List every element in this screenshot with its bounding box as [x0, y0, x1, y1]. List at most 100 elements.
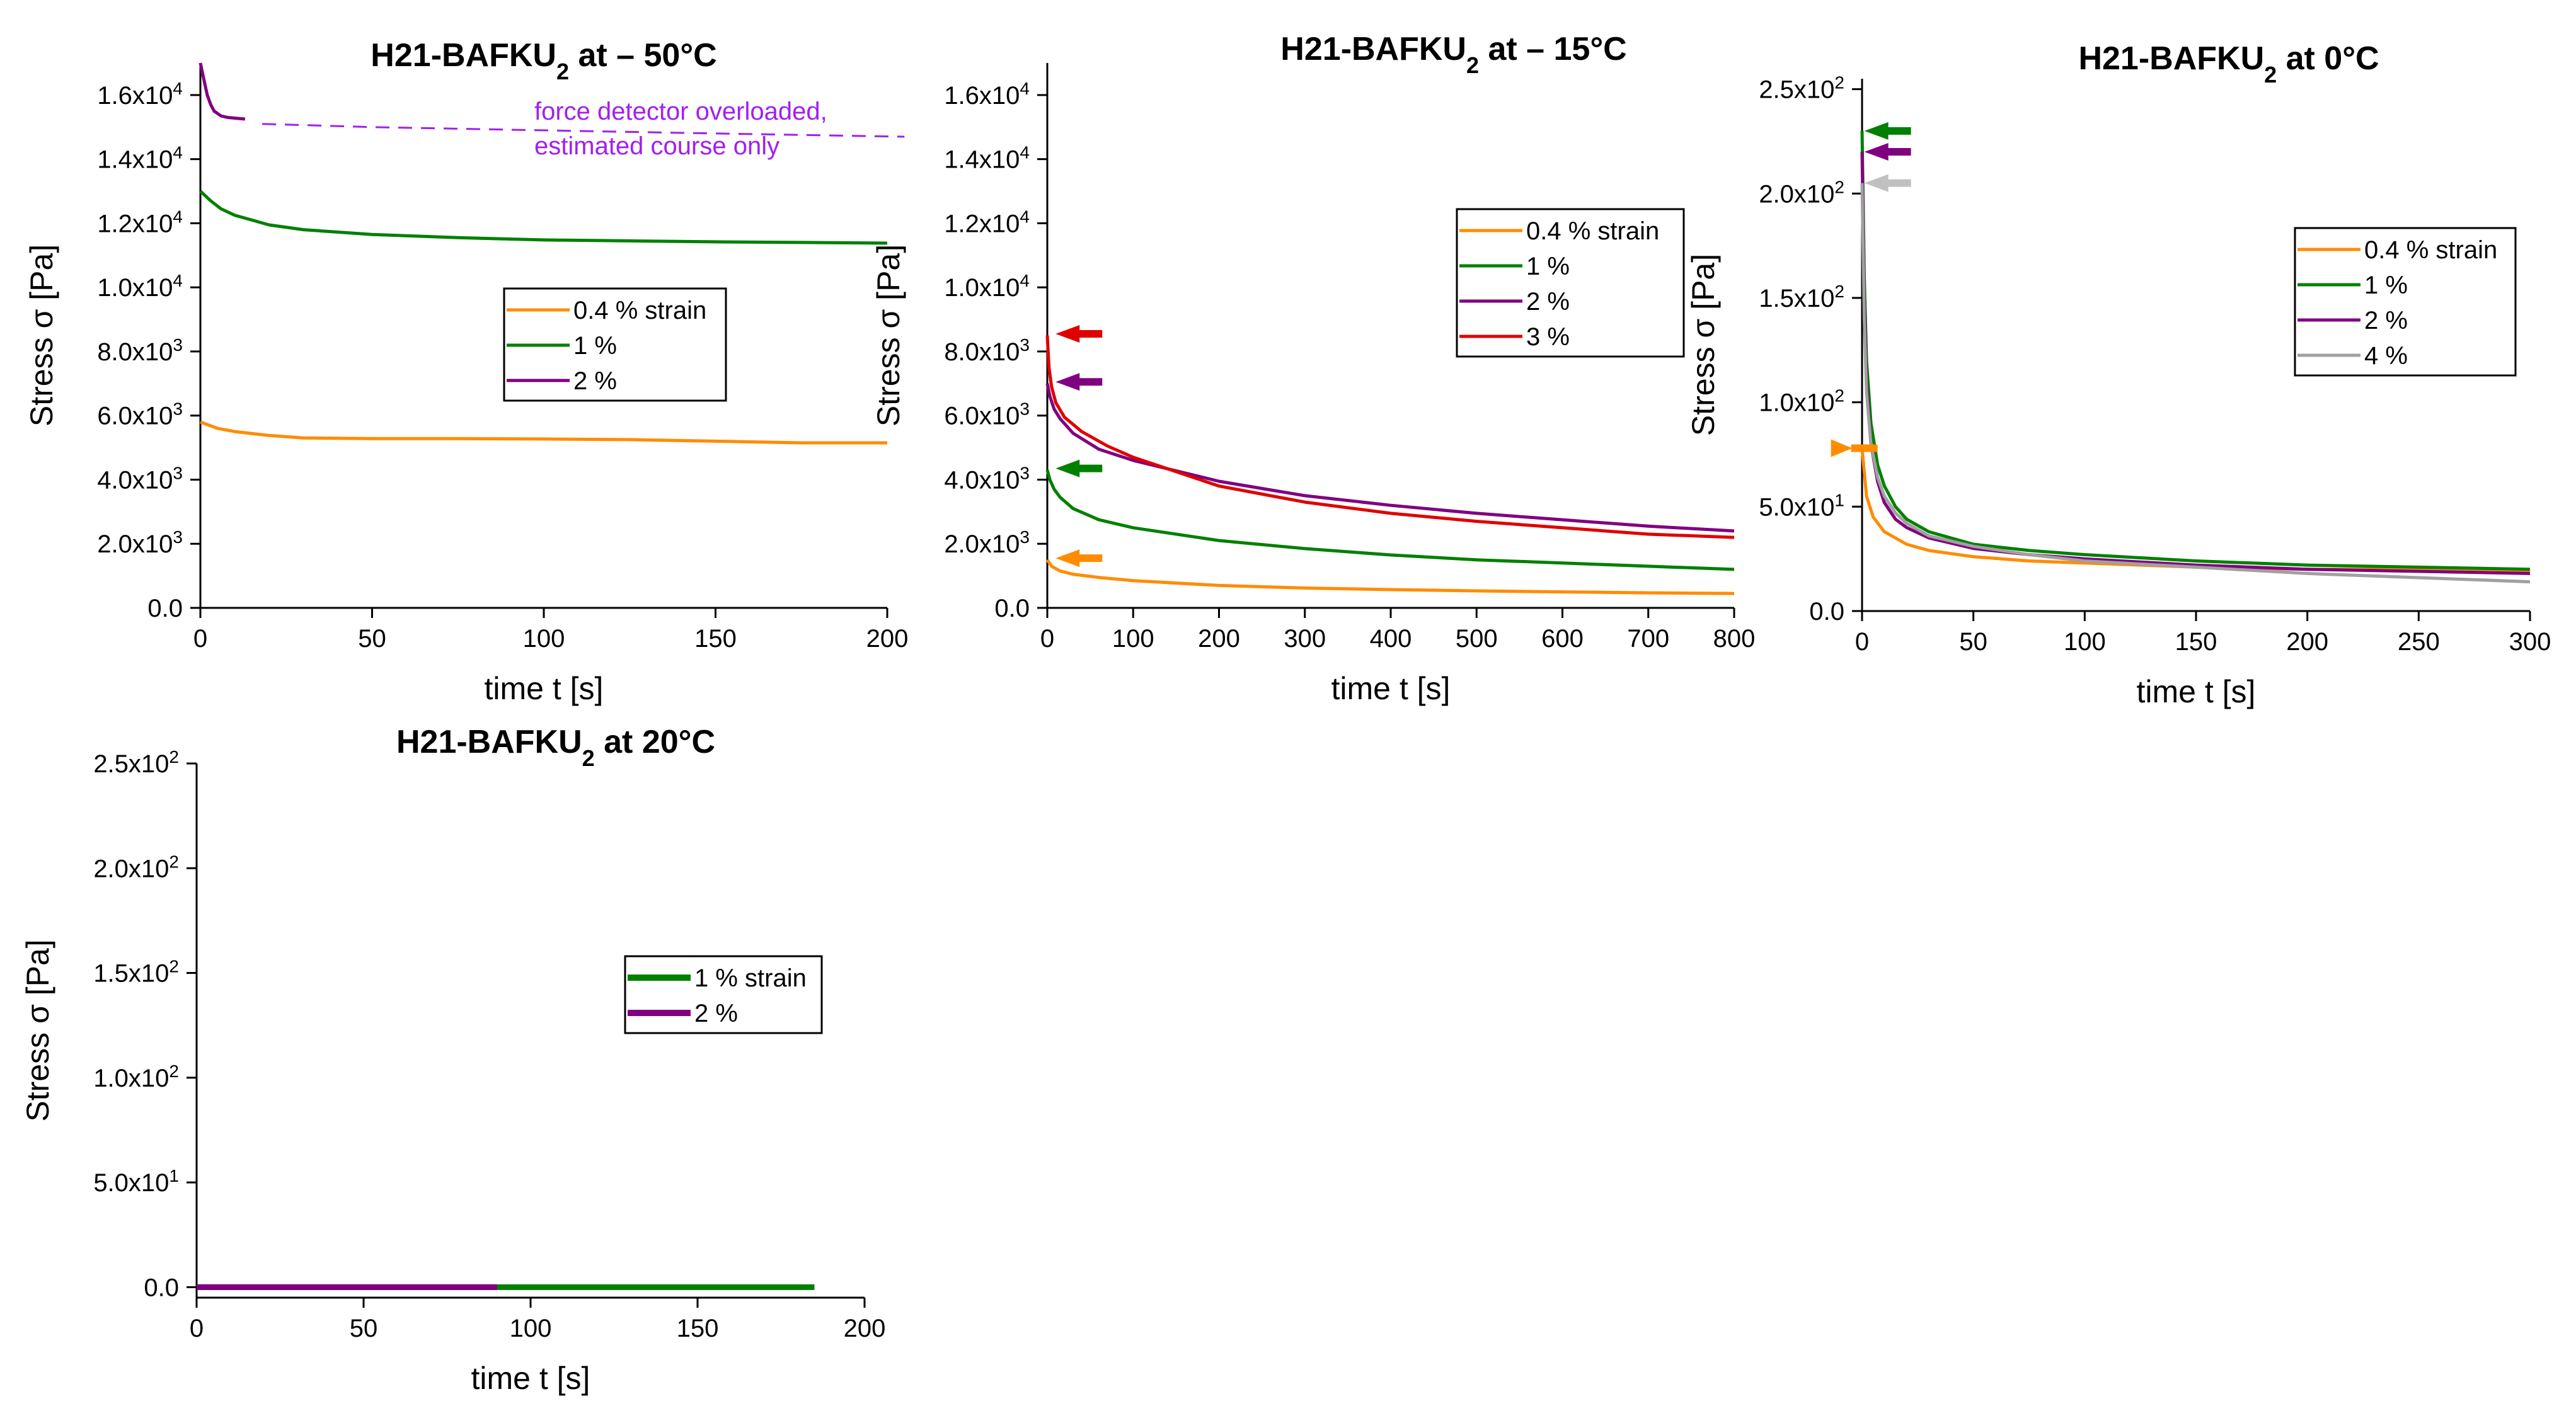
series-line-2-estimated: [262, 123, 905, 138]
x-tick-label: 200: [1198, 625, 1240, 653]
y-tick-label: 1.6x104: [97, 78, 183, 110]
y-tick-label: 2.5x102: [93, 747, 179, 779]
y-tick-label: 4.0x103: [944, 463, 1030, 494]
chart-panel-20C: H21-BAFKU2 at 20°C 0 50 100 150 200 0.0 5.0x101…: [20, 724, 885, 1396]
y-tick-label: 2.0x102: [93, 852, 179, 883]
legend-label: 2 %: [2364, 307, 2408, 334]
x-tick-label: 400: [1370, 625, 1412, 653]
series-line-1-: [199, 190, 888, 245]
y-axis-label: Stress σ [Pa]: [24, 244, 59, 426]
y-tick-label: 2.0x102: [1759, 177, 1844, 209]
legend: 0.4 % strain 1 % 2 % 4 %: [2294, 227, 2517, 377]
series-line-2-: [198, 62, 246, 121]
x-tick-label: 200: [866, 625, 909, 653]
x-tick-label: 150: [677, 1315, 719, 1342]
x-tick-label: 700: [1627, 625, 1669, 653]
y-tick-label: 1.0x102: [1759, 386, 1844, 417]
x-tick-label: 600: [1541, 625, 1584, 653]
legend-box: [624, 955, 823, 1034]
series-line-0-4-strain: [200, 420, 887, 445]
x-tick-label: 300: [1284, 625, 1326, 653]
legend-box: [1456, 208, 1685, 358]
x-tick-label: 800: [1713, 625, 1756, 653]
legend-label: 1 %: [2364, 271, 2408, 299]
annotation-text: force detector overloaded,: [534, 98, 827, 125]
chart-panel-0C: H21-BAFKU2 at 0°C 0 50 100 150 200 250 300 0.0 5.…: [1686, 40, 2551, 709]
x-tick-label: 50: [350, 1315, 378, 1342]
chart-panel-minus15C: H21-BAFKU2 at – 15°C 0 100 200 300 400 500 600 7…: [871, 31, 1755, 706]
x-tick-label: 200: [844, 1315, 886, 1342]
annotation-text: estimated course only: [534, 132, 779, 160]
initial-stress-marker: [1055, 459, 1080, 477]
x-tick-label: 300: [2509, 628, 2551, 656]
x-axis-label: time t [s]: [1331, 671, 1451, 706]
y-tick-label: 0.0: [994, 595, 1030, 622]
y-tick-label: 6.0x103: [944, 399, 1030, 430]
x-tick-label: 500: [1456, 625, 1498, 653]
legend: 0.4 % strain 1 % 2 %: [503, 287, 727, 402]
series-line-1-: [1045, 469, 1735, 571]
legend-label: 3 %: [1526, 323, 1570, 351]
legend-label: 2 %: [694, 1000, 738, 1027]
x-axis-label: time t [s]: [485, 671, 604, 706]
y-tick-label: 1.2x104: [97, 207, 183, 238]
x-axis-label: time t [s]: [2137, 674, 2256, 709]
y-tick-label: 8.0x103: [944, 334, 1030, 366]
legend-label: 1 % strain: [694, 964, 807, 992]
y-tick-label: 5.0x101: [1759, 490, 1844, 522]
y-tick-label: 2.5x102: [1759, 72, 1844, 104]
x-tick-label: 200: [2286, 628, 2328, 656]
legend-label: 0.4 % strain: [1526, 217, 1659, 245]
chart-title: H21-BAFKU2 at – 50°C: [371, 37, 716, 84]
initial-stress-marker: [1864, 174, 1889, 192]
x-tick-label: 100: [2064, 628, 2106, 656]
y-tick-label: 2.0x103: [944, 527, 1030, 559]
series-line-4-: [1860, 183, 2531, 584]
legend-label: 1 %: [1526, 253, 1570, 280]
x-tick-label: 150: [2175, 628, 2217, 656]
legend-label: 2 %: [573, 367, 617, 395]
y-tick-label: 0.0: [147, 595, 183, 622]
x-axis-label: time t [s]: [471, 1361, 590, 1396]
y-tick-label: 0.0: [1809, 598, 1844, 626]
chart-title: H21-BAFKU2 at – 15°C: [1280, 31, 1626, 78]
initial-stress-marker: [1831, 439, 1853, 457]
x-tick-label: 0: [1040, 625, 1054, 653]
chart-title: H21-BAFKU2 at 20°C: [396, 724, 715, 771]
y-tick-label: 1.5x102: [1759, 281, 1844, 312]
x-tick-label: 250: [2398, 628, 2440, 656]
chart-title: H21-BAFKU2 at 0°C: [2078, 40, 2379, 88]
legend-label: 1 %: [573, 332, 617, 360]
x-tick-label: 50: [1959, 628, 1987, 656]
series-line-0-4-strain: [1045, 559, 1735, 595]
initial-stress-marker: [1864, 142, 1889, 161]
legend-label: 0.4 % strain: [573, 297, 706, 324]
y-tick-label: 2.0x103: [97, 527, 183, 559]
x-tick-label: 150: [694, 625, 737, 653]
x-tick-label: 100: [510, 1315, 552, 1342]
x-tick-label: 0: [1855, 628, 1869, 656]
y-tick-label: 8.0x103: [97, 334, 183, 366]
y-tick-label: 1.4x104: [944, 142, 1030, 174]
y-axis-label: Stress σ [Pa]: [871, 244, 906, 426]
y-tick-label: 0.0: [144, 1274, 179, 1301]
y-tick-label: 1.5x102: [93, 956, 179, 988]
y-tick-label: 1.0x104: [944, 271, 1030, 302]
legend-label: 4 %: [2364, 342, 2408, 370]
x-tick-label: 100: [523, 625, 565, 653]
x-tick-label: 50: [358, 625, 386, 653]
y-tick-label: 6.0x103: [97, 399, 183, 430]
y-tick-label: 1.6x104: [944, 78, 1030, 110]
y-tick-label: 1.4x104: [97, 142, 183, 174]
y-axis-label: Stress σ [Pa]: [1686, 254, 1721, 436]
chart-panel-minus50C: H21-BAFKU2 at – 50°C 0 50 100 150 200 0.0 2.0x1…: [24, 37, 908, 706]
legend-box: [2294, 227, 2517, 377]
y-tick-label: 5.0x101: [93, 1166, 179, 1197]
initial-stress-marker: [1055, 549, 1080, 568]
y-axis-label: Stress σ [Pa]: [20, 939, 55, 1121]
y-tick-label: 4.0x103: [97, 463, 183, 494]
legend: 1 % strain 2 %: [624, 955, 823, 1034]
initial-stress-marker: [1864, 122, 1889, 140]
legend-label: 0.4 % strain: [2364, 236, 2497, 264]
